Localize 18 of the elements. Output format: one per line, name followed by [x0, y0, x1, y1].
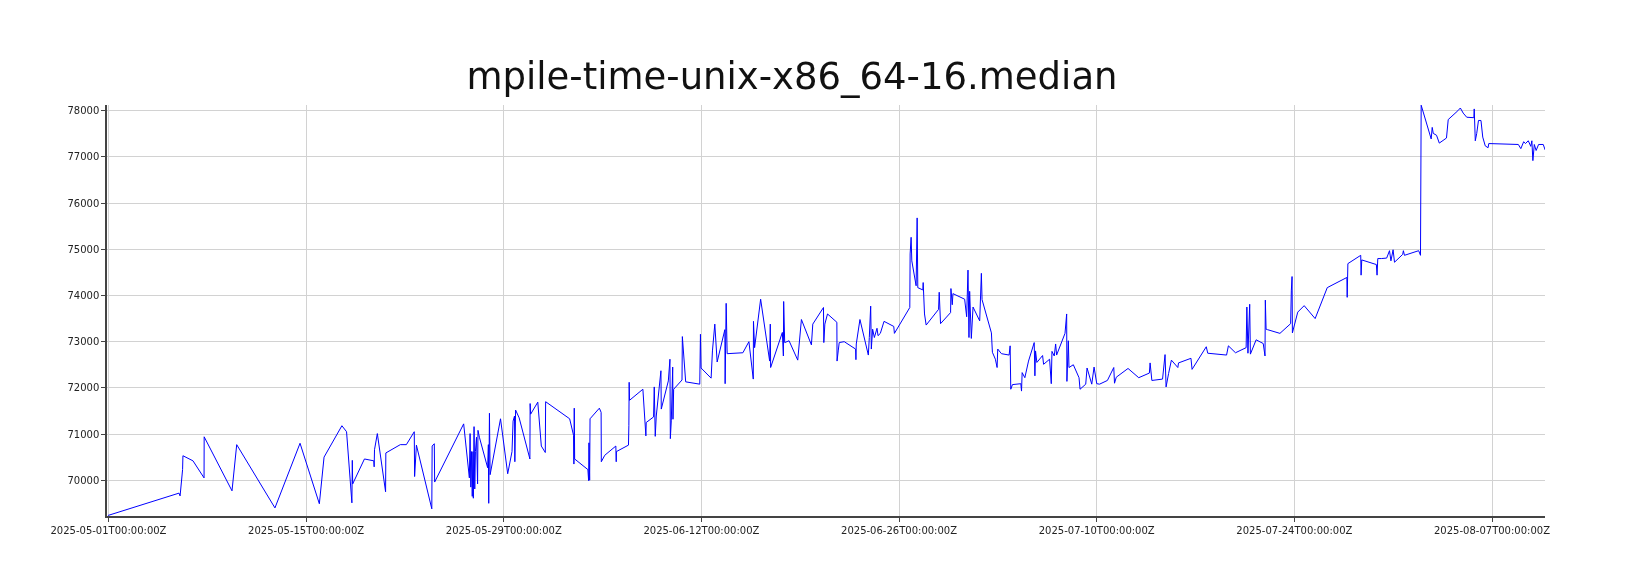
y-tick-label: 72000: [67, 382, 100, 394]
y-tick-label: 78000: [67, 105, 100, 117]
y-tick-label: 71000: [67, 428, 100, 440]
x-tick-label: 2025-05-15T00:00:00Z: [248, 524, 365, 536]
x-tick-label: 2025-06-12T00:00:00Z: [643, 524, 760, 536]
y-tick-label: 76000: [67, 197, 100, 209]
chart-title: mpile-time-unix-x86_64-16.median: [466, 54, 1118, 98]
y-tick-label: 77000: [67, 151, 100, 163]
x-tick-label: 2025-07-10T00:00:00Z: [1038, 524, 1155, 536]
x-tick-label: 2025-08-07T00:00:00Z: [1434, 524, 1551, 536]
x-tick-label: 2025-07-24T00:00:00Z: [1236, 524, 1353, 536]
x-tick-label: 2025-05-01T00:00:00Z: [50, 524, 167, 536]
y-tick-label: 75000: [67, 243, 100, 255]
y-tick-label: 70000: [67, 474, 100, 486]
x-tick-label: 2025-06-26T00:00:00Z: [841, 524, 958, 536]
y-tick-label: 73000: [67, 336, 100, 348]
x-tick-label: 2025-05-29T00:00:00Z: [445, 524, 562, 536]
y-tick-label: 74000: [67, 289, 100, 301]
